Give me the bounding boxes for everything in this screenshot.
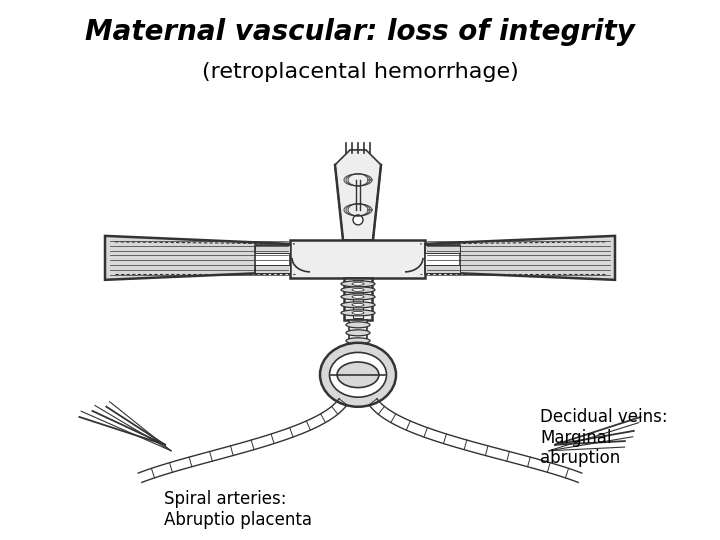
Polygon shape — [335, 150, 381, 240]
Circle shape — [353, 215, 363, 225]
Bar — [290, 240, 425, 278]
Ellipse shape — [320, 343, 396, 407]
Bar — [425, 265, 460, 273]
Bar — [425, 245, 460, 253]
Polygon shape — [425, 236, 615, 280]
Ellipse shape — [341, 287, 375, 293]
Text: (retroplacental hemorrhage): (retroplacental hemorrhage) — [202, 62, 518, 82]
Bar — [425, 245, 460, 273]
Bar — [255, 245, 290, 273]
Ellipse shape — [346, 338, 370, 344]
Ellipse shape — [352, 288, 364, 292]
Ellipse shape — [352, 303, 364, 306]
Ellipse shape — [352, 295, 364, 298]
Ellipse shape — [341, 310, 375, 316]
Bar — [255, 265, 290, 273]
Ellipse shape — [341, 281, 375, 287]
Polygon shape — [105, 236, 290, 280]
Bar — [255, 245, 290, 253]
Ellipse shape — [337, 362, 379, 388]
Text: Spiral arteries:
Abruptio placenta: Spiral arteries: Abruptio placenta — [164, 490, 312, 529]
Ellipse shape — [352, 312, 364, 314]
Bar — [349, 320, 367, 343]
Ellipse shape — [346, 322, 370, 328]
Text: Decidual veins:
Marginal
abruption: Decidual veins: Marginal abruption — [540, 408, 667, 468]
Bar — [344, 278, 372, 320]
Ellipse shape — [341, 294, 375, 300]
Ellipse shape — [330, 353, 387, 397]
Ellipse shape — [352, 282, 364, 285]
Ellipse shape — [341, 302, 375, 308]
Bar — [353, 280, 363, 318]
Ellipse shape — [346, 330, 370, 336]
Text: Maternal vascular: loss of integrity: Maternal vascular: loss of integrity — [85, 18, 635, 46]
